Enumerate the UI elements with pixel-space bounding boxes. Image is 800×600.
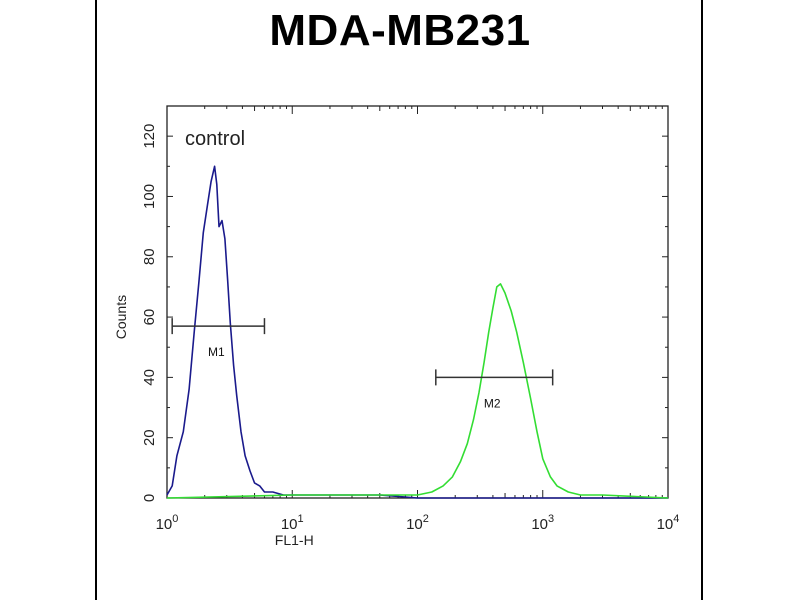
gate-label: M2 — [484, 396, 501, 410]
y-tick-label: 0 — [141, 494, 158, 502]
y-tick-label: 120 — [141, 124, 158, 149]
y-tick-label: 20 — [141, 429, 158, 446]
y-tick-label: 40 — [141, 369, 158, 386]
series-line-1 — [166, 165, 668, 499]
control-annotation: control — [185, 128, 245, 150]
gate-label: M1 — [208, 345, 225, 359]
x-axis-label: FL1-H — [275, 532, 314, 548]
y-tick-label: 60 — [141, 309, 158, 326]
x-tick-label: 100 — [156, 513, 179, 533]
x-tick-label: 102 — [406, 513, 429, 533]
plot-axes: 0 20 40 60 80 100 120 100 101 102 103 104 — [141, 105, 680, 533]
x-tick-label: 101 — [281, 513, 304, 533]
y-axis-label: Counts — [113, 295, 129, 339]
y-tick-label: 80 — [141, 248, 158, 265]
x-tick-label: 104 — [657, 513, 680, 533]
chart-text: FL1-H Counts control — [113, 128, 314, 548]
x-tick-label: 103 — [531, 513, 554, 533]
gate-markers: M1 M2 — [171, 318, 554, 410]
series-layer — [166, 165, 669, 499]
series-line-2 — [166, 283, 669, 499]
figure-frame — [95, 0, 703, 600]
y-tick-label: 100 — [141, 184, 158, 209]
chart-title: MDA-MB231 — [269, 6, 531, 55]
